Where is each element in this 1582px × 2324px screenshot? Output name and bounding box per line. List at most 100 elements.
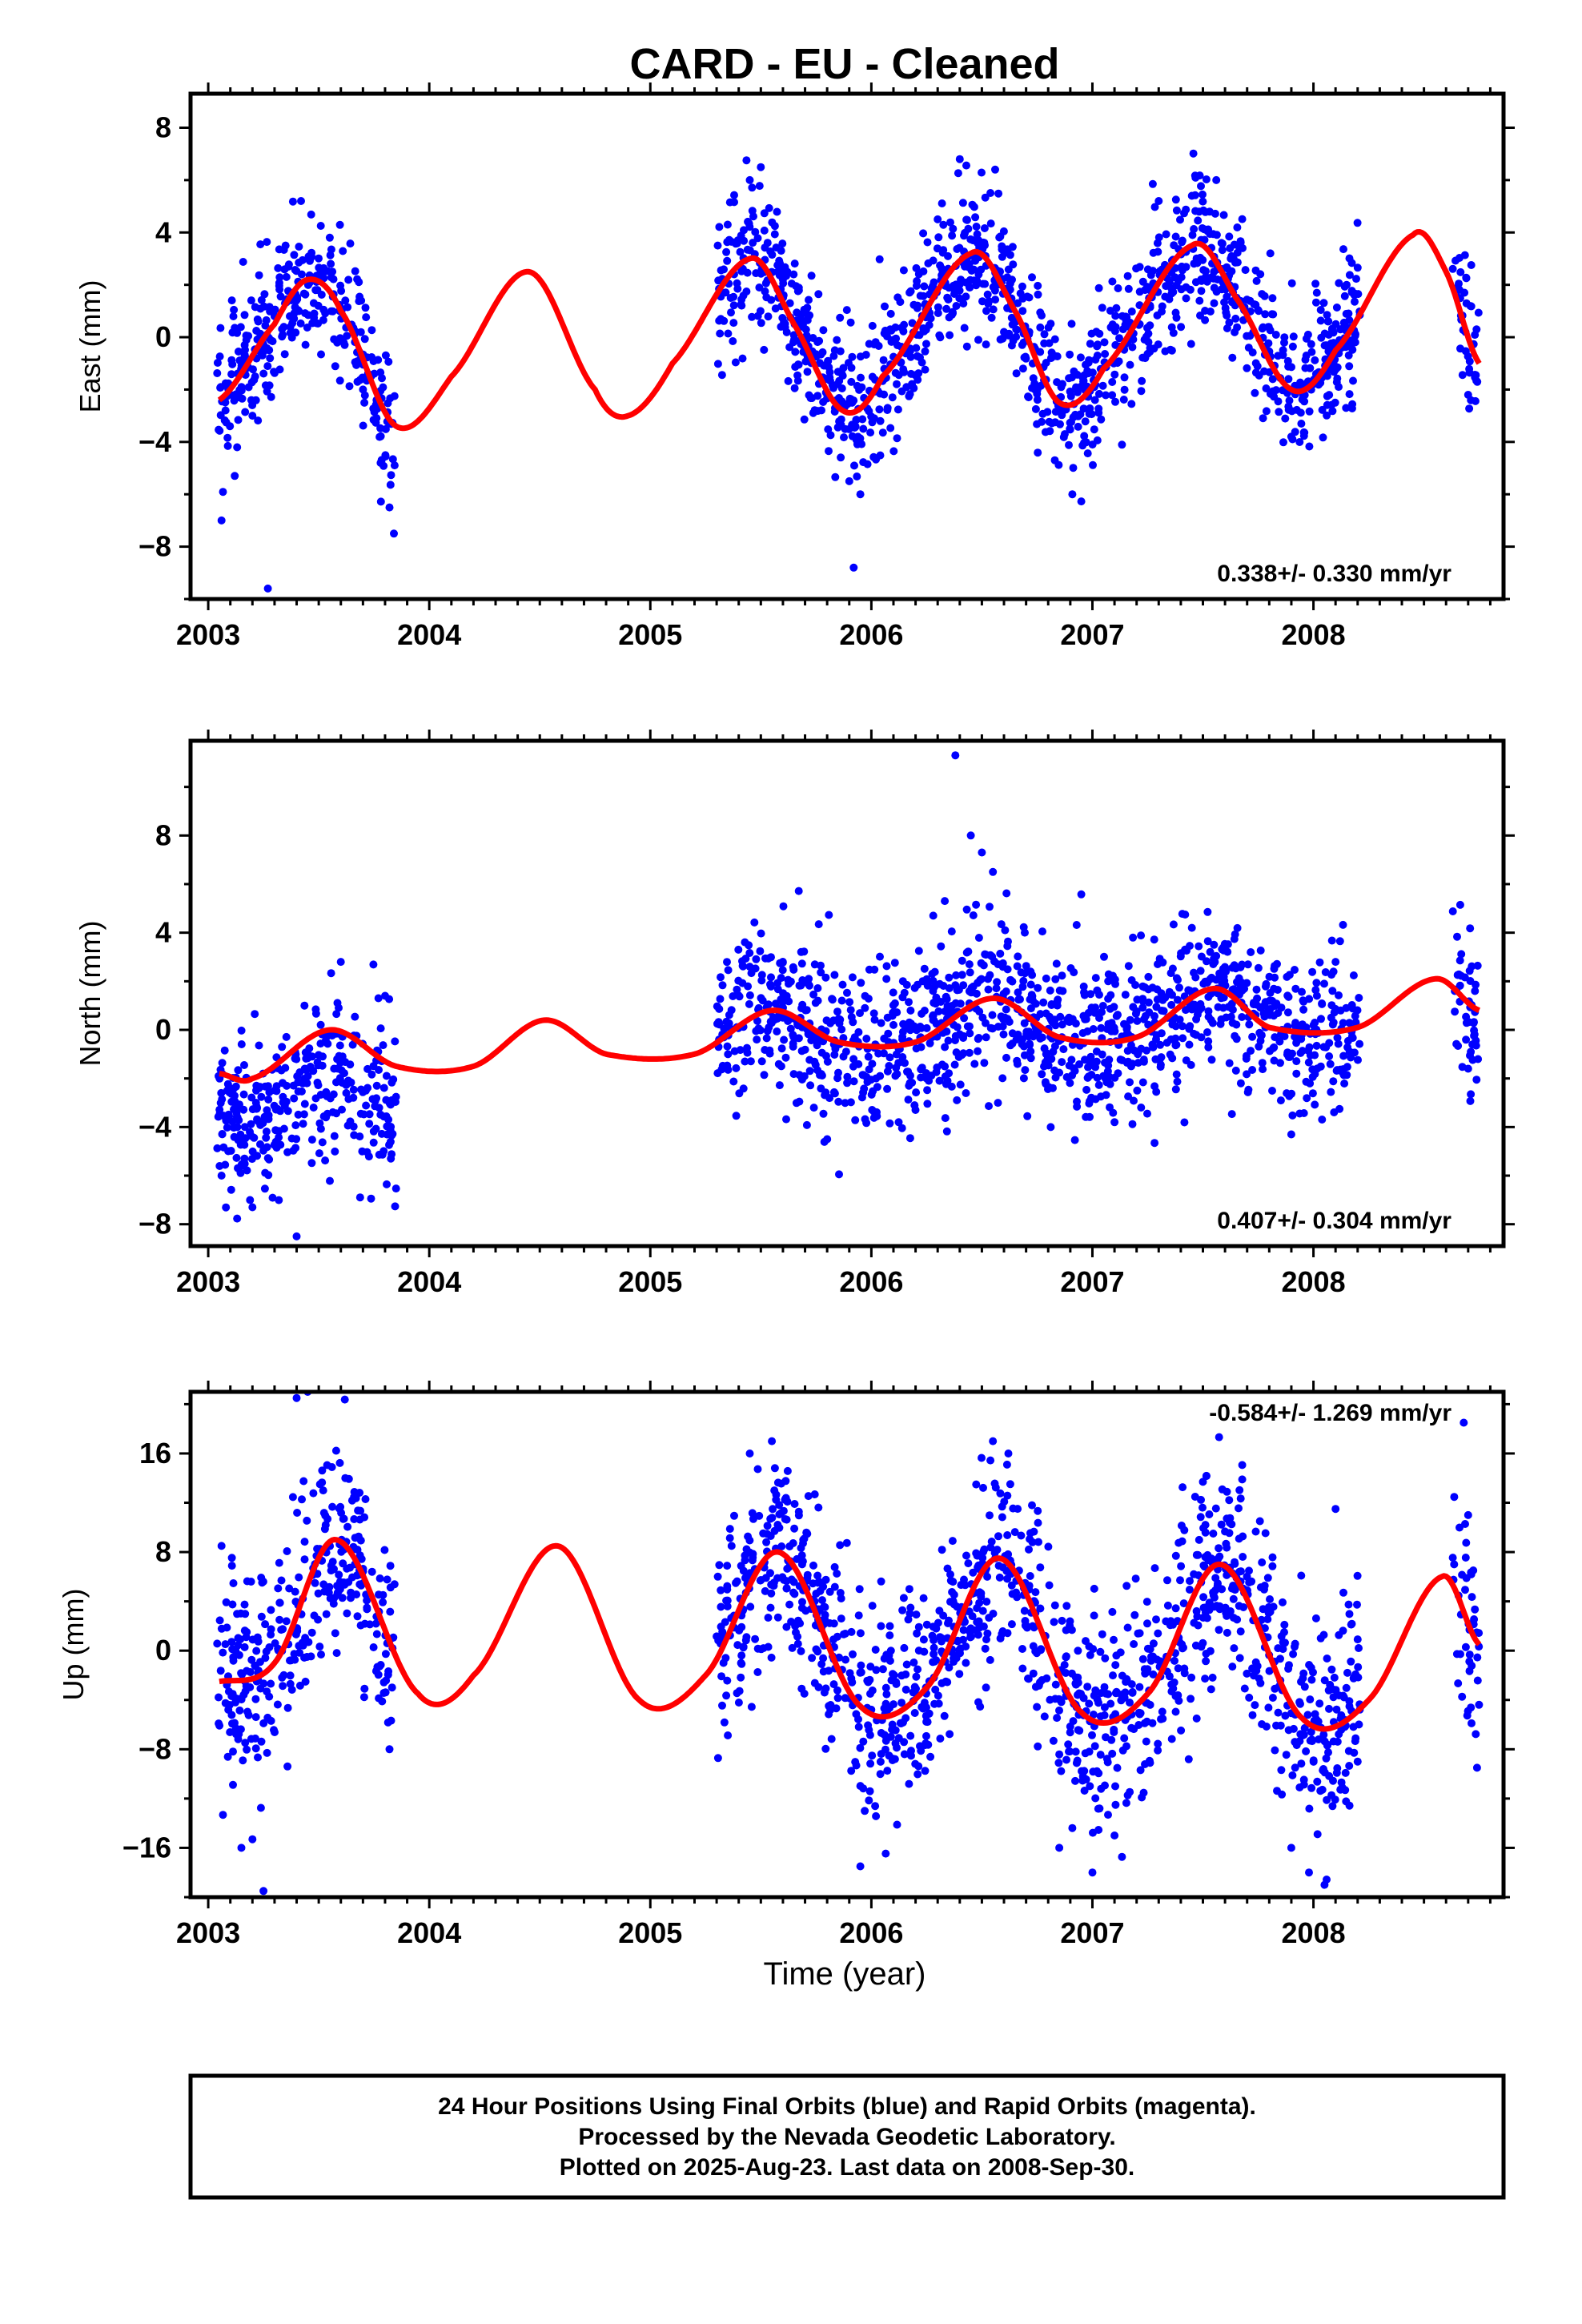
data-point bbox=[253, 1115, 261, 1124]
data-point bbox=[761, 279, 770, 287]
data-point bbox=[363, 1605, 371, 1614]
data-point bbox=[240, 351, 249, 360]
data-point bbox=[1461, 347, 1470, 356]
data-point bbox=[742, 287, 751, 296]
data-point bbox=[227, 296, 236, 305]
data-point bbox=[804, 1492, 813, 1501]
data-point bbox=[1033, 396, 1042, 404]
data-point bbox=[376, 1024, 385, 1033]
data-point bbox=[291, 266, 299, 274]
data-point bbox=[229, 1780, 237, 1789]
data-point bbox=[237, 386, 246, 395]
data-point bbox=[982, 1635, 990, 1644]
data-point bbox=[1110, 1635, 1118, 1644]
data-point bbox=[1348, 1004, 1357, 1013]
data-point bbox=[233, 443, 242, 452]
data-point bbox=[782, 1115, 790, 1124]
data-point bbox=[1158, 1707, 1166, 1716]
data-point bbox=[713, 1002, 721, 1011]
data-point bbox=[1111, 1800, 1120, 1809]
data-point bbox=[1036, 323, 1045, 332]
data-point-extreme bbox=[934, 215, 942, 223]
data-point bbox=[1340, 1080, 1349, 1088]
data-point bbox=[921, 1767, 930, 1775]
data-point bbox=[1312, 991, 1321, 1000]
data-point bbox=[905, 288, 914, 297]
data-point bbox=[376, 497, 385, 506]
data-point bbox=[789, 1070, 798, 1079]
data-point bbox=[955, 1670, 964, 1679]
data-point bbox=[260, 1184, 269, 1193]
data-point bbox=[264, 1171, 273, 1180]
data-point bbox=[1328, 1685, 1336, 1694]
data-point bbox=[979, 1547, 988, 1556]
x-tick-label: 2003 bbox=[176, 618, 240, 651]
data-point bbox=[227, 1562, 236, 1570]
data-point bbox=[1103, 1067, 1112, 1076]
data-point bbox=[1225, 1059, 1234, 1068]
data-point bbox=[1280, 338, 1288, 347]
data-point bbox=[964, 224, 973, 233]
data-point bbox=[239, 258, 247, 266]
data-point bbox=[1172, 313, 1181, 322]
data-point bbox=[859, 1784, 868, 1793]
data-point bbox=[1086, 1058, 1094, 1067]
data-point bbox=[717, 266, 725, 275]
data-point bbox=[869, 452, 878, 461]
data-point bbox=[234, 416, 243, 424]
data-point bbox=[763, 1027, 772, 1035]
data-point bbox=[810, 1057, 819, 1066]
data-point bbox=[786, 1024, 795, 1033]
data-point bbox=[1092, 1057, 1101, 1066]
data-point bbox=[280, 350, 289, 359]
data-point bbox=[1473, 1653, 1482, 1662]
data-point bbox=[315, 1119, 324, 1128]
data-point bbox=[1474, 308, 1483, 317]
data-point bbox=[998, 1022, 1007, 1031]
data-point bbox=[843, 988, 851, 997]
data-point bbox=[254, 416, 263, 425]
data-point bbox=[1231, 314, 1240, 323]
data-point bbox=[742, 156, 751, 165]
data-point bbox=[1347, 1657, 1355, 1666]
data-point bbox=[240, 1140, 249, 1149]
data-point bbox=[335, 1570, 343, 1579]
data-point bbox=[267, 392, 275, 401]
data-point bbox=[1141, 1011, 1150, 1020]
data-point bbox=[724, 966, 733, 975]
data-point bbox=[1079, 376, 1088, 385]
data-point bbox=[342, 1088, 351, 1097]
data-point bbox=[1097, 415, 1106, 424]
data-point bbox=[1097, 1023, 1106, 1032]
data-point bbox=[974, 1035, 982, 1043]
data-point bbox=[295, 258, 303, 267]
data-point bbox=[1247, 948, 1255, 956]
data-point bbox=[1345, 271, 1354, 279]
data-point bbox=[1122, 1799, 1130, 1807]
data-point bbox=[1158, 302, 1166, 311]
data-point bbox=[996, 1489, 1005, 1498]
data-point bbox=[998, 252, 1006, 261]
data-point bbox=[946, 1570, 954, 1578]
data-point bbox=[1058, 971, 1066, 980]
data-point bbox=[726, 294, 735, 302]
data-point bbox=[797, 1544, 805, 1552]
data-point bbox=[219, 488, 227, 497]
data-point bbox=[1034, 281, 1042, 290]
data-point bbox=[1345, 254, 1354, 263]
data-point bbox=[760, 226, 769, 235]
data-point bbox=[755, 283, 764, 292]
data-point bbox=[1238, 1461, 1247, 1470]
data-point bbox=[1306, 1736, 1315, 1745]
data-point bbox=[730, 1511, 738, 1520]
data-point bbox=[1213, 1582, 1222, 1590]
data-point-extreme bbox=[1287, 432, 1295, 441]
data-point bbox=[1046, 320, 1055, 328]
data-point bbox=[889, 447, 898, 456]
data-point-extreme bbox=[248, 412, 257, 420]
data-point bbox=[982, 1683, 990, 1692]
data-point bbox=[261, 1082, 270, 1091]
data-point bbox=[1235, 1654, 1244, 1663]
data-point bbox=[922, 975, 931, 983]
